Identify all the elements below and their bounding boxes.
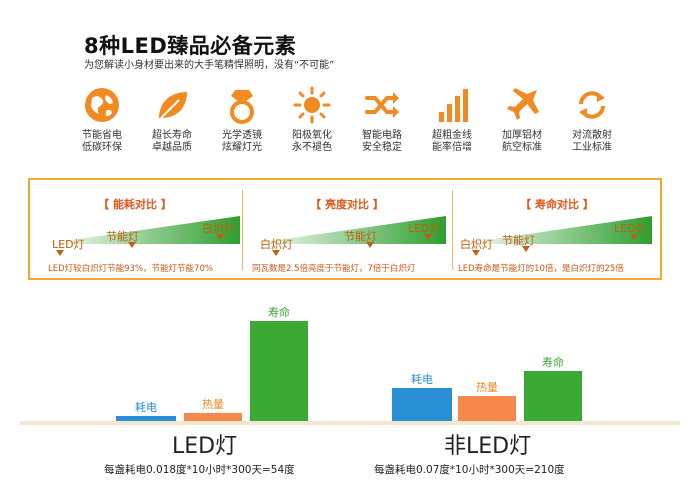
feature-label-1: 智能电路 (362, 130, 402, 141)
comparison-label: 白炽灯 (460, 238, 493, 251)
group-title-led: LED灯 (172, 434, 238, 459)
feature-label-1: 阳极氧化 (292, 130, 332, 141)
marker-icon (216, 234, 224, 240)
comparison-note: 同瓦数是2.5倍亮度于节能灯，7倍于白炽灯 (252, 264, 416, 274)
comparison-label: 节能灯 (106, 230, 139, 243)
brightness-comparison: 【 亮度对比 】 白炽灯 节能灯 LED灯 同瓦数是2.5倍亮度于节能灯，7倍于… (244, 180, 450, 278)
sun-icon (293, 86, 331, 124)
divider (452, 190, 453, 270)
marker-icon (424, 234, 432, 240)
comparison-label: LED灯 (408, 222, 441, 235)
feature-label-1: 对流散射 (572, 130, 612, 141)
feature-label-1: 加厚铝材 (502, 130, 542, 141)
comparison-label: 节能灯 (344, 230, 377, 243)
marker-icon (272, 250, 280, 256)
bar-non-led-2 (524, 371, 582, 421)
feature-label-2: 能率倍增 (432, 142, 472, 153)
page-title: 8种LED臻品必备元素 (84, 34, 297, 58)
marker-icon (630, 234, 638, 240)
gradient-wedge (460, 216, 652, 244)
feature-item: 智能电路 安全稳定 (347, 86, 417, 154)
baseline (20, 421, 680, 425)
comparison-note: LED灯较白炽灯节能93%，节能灯节能70% (48, 264, 213, 274)
bar-led-0 (116, 416, 176, 421)
formula-non-led: 每盏耗电0.07度*10小时*300天=210度 (374, 464, 565, 476)
feature-label-2: 卓越品质 (152, 142, 192, 153)
feature-item: 对流散射 工业标准 (557, 86, 627, 154)
bar-label: 热量 (476, 381, 498, 394)
feature-label-2: 航空标准 (502, 142, 542, 153)
gradient-wedge (44, 216, 240, 244)
bar-label: 寿命 (542, 356, 564, 369)
feature-label-1: 超粗金线 (432, 130, 472, 141)
feature-label-2: 永不褪色 (292, 142, 332, 153)
comparison-title: 【 寿命对比 】 (520, 198, 594, 211)
comparison-label: 白炽灯 (260, 238, 293, 251)
feature-label-2: 低碳环保 (82, 142, 122, 153)
feature-label-1: 超长寿命 (152, 130, 192, 141)
marker-icon (472, 250, 480, 256)
feature-label-2: 工业标准 (572, 142, 612, 153)
comparison-label: LED灯 (52, 238, 85, 251)
cycle-icon (579, 91, 605, 119)
lifespan-comparison: 【 寿命对比 】 白炽灯 节能灯 LED灯 LED寿命是节能灯的10倍，是白炽灯… (454, 180, 660, 278)
bars-icon (439, 89, 468, 122)
feature-item: 超长寿命 卓越品质 (137, 86, 207, 154)
comparison-label: 节能灯 (502, 234, 535, 247)
group-title-non-led: 非LED灯 (444, 434, 532, 459)
comparison-label: 白炽灯 (202, 222, 235, 235)
energy-comparison: 【 能耗对比 】 LED灯 节能灯 白炽灯 LED灯较白炽灯节能93%，节能灯节… (30, 180, 240, 278)
diamond-ring-icon (230, 90, 254, 124)
feature-item: 超粗金线 能率倍增 (417, 86, 487, 154)
marker-icon (56, 250, 64, 256)
bar-label: 耗电 (411, 373, 433, 386)
bar-non-led-1 (458, 396, 516, 421)
bar-led-2 (250, 321, 308, 421)
bar-label: 寿命 (268, 306, 290, 319)
feature-item: 加厚铝材 航空标准 (487, 86, 557, 154)
formula-led: 每盏耗电0.018度*10小时*300天=54度 (104, 464, 295, 476)
comparison-title: 【 能耗对比 】 (98, 198, 172, 211)
comparison-label: LED灯 (614, 222, 647, 235)
feature-item: 光学透镜 炫耀灯光 (207, 86, 277, 154)
airplane-icon (507, 88, 539, 120)
feature-label-2: 炫耀灯光 (222, 142, 262, 153)
bar-led-1 (184, 413, 242, 421)
gradient-wedge (250, 216, 446, 244)
page-subtitle: 为您解读小身材要出来的大手笔精悍照明，没有“不可能” (84, 60, 335, 71)
feature-label-1: 节能省电 (82, 130, 122, 141)
comparison-note: LED寿命是节能灯的10倍，是白炽灯的25倍 (458, 264, 624, 274)
feature-label-2: 安全稳定 (362, 142, 402, 153)
feature-label-1: 光学透镜 (222, 130, 262, 141)
bar-label: 热量 (202, 398, 224, 411)
feature-item: 节能省电 低碳环保 (67, 86, 137, 154)
globe-icon (85, 88, 119, 122)
bar-non-led-0 (392, 388, 452, 421)
bar-label: 耗电 (135, 401, 157, 414)
marker-icon (522, 246, 530, 252)
leaf-icon (159, 92, 187, 119)
divider (242, 190, 243, 270)
comparison-panel: 【 能耗对比 】 LED灯 节能灯 白炽灯 LED灯较白炽灯节能93%，节能灯节… (28, 178, 662, 280)
shuffle-icon (365, 92, 399, 118)
marker-icon (366, 242, 374, 248)
comparison-title: 【 亮度对比 】 (310, 198, 384, 211)
feature-item: 阳极氧化 永不褪色 (277, 86, 347, 154)
marker-icon (128, 242, 136, 248)
